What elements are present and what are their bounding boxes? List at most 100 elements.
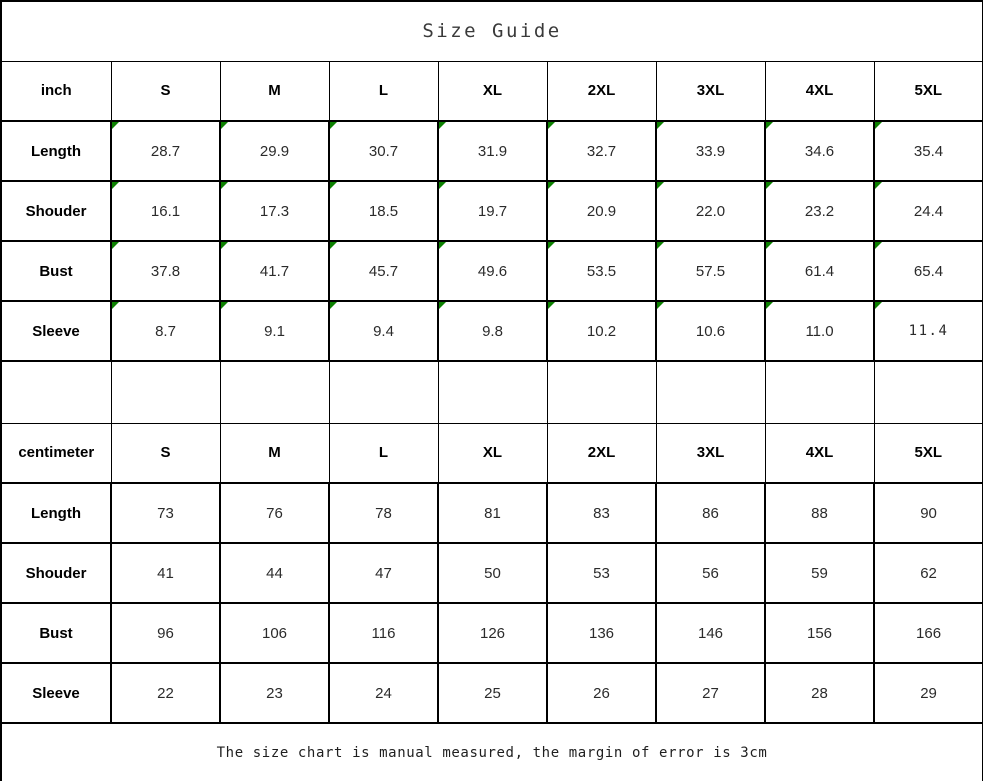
cell-centimeter-sleeve-m: 23 [219, 662, 330, 724]
footer-note-text: The size chart is manual measured, the m… [216, 745, 768, 761]
spacer-row [0, 360, 983, 424]
cell-inch-length-xl: 31.9 [437, 120, 548, 182]
column-header-S: S [110, 422, 221, 484]
cell-centimeter-sleeve-5xl: 29 [872, 662, 983, 724]
cell-inch-length-l: 30.7 [328, 120, 439, 182]
cell-inch-sleeve-4xl: 11.0 [764, 300, 875, 362]
cell-inch-sleeve-3xl: 10.6 [655, 300, 766, 362]
column-header-M: M [219, 60, 330, 122]
page-title-text: Size Guide [422, 20, 562, 43]
cell-inch-shouder-5xl: 24.4 [872, 180, 983, 242]
measurement-label-length: Length [0, 482, 112, 544]
cell-centimeter-shouder-m: 44 [219, 542, 330, 604]
spacer-cell [328, 360, 439, 424]
column-header-5XL: 5XL [873, 60, 983, 122]
unit-header-row-centimeter: centimeter S M L XL 2XL 3XL 4XL 5XL [0, 422, 983, 484]
cell-centimeter-sleeve-2xl: 26 [546, 662, 657, 724]
cell-inch-bust-xl: 49.6 [437, 240, 548, 302]
cell-centimeter-bust-l: 116 [328, 602, 439, 664]
cell-centimeter-bust-4xl: 156 [764, 602, 875, 664]
cell-centimeter-length-3xl: 86 [655, 482, 766, 544]
cell-inch-shouder-l: 18.5 [328, 180, 439, 242]
cell-centimeter-bust-2xl: 136 [546, 602, 657, 664]
cell-centimeter-shouder-3xl: 56 [655, 542, 766, 604]
spacer-cell [655, 360, 766, 424]
spacer-cell [219, 360, 330, 424]
measurement-label-shouder: Shouder [0, 542, 112, 604]
table-row: Shouder 16.1 17.3 18.5 19.7 20.9 22.0 23.2 24.4 [0, 180, 983, 242]
table-row: Shouder 41 44 47 50 53 56 59 62 [0, 542, 983, 604]
cell-inch-length-2xl: 32.7 [546, 120, 657, 182]
spacer-cell [110, 360, 221, 424]
column-header-XL: XL [437, 422, 548, 484]
measurement-label-bust: Bust [0, 602, 112, 664]
cell-centimeter-bust-xl: 126 [437, 602, 548, 664]
cell-centimeter-length-4xl: 88 [764, 482, 875, 544]
cell-inch-sleeve-xl: 9.8 [437, 300, 548, 362]
column-header-5XL: 5XL [873, 422, 983, 484]
table-row: Sleeve 8.7 9.1 9.4 9.8 10.2 10.6 11.0 11.4 [0, 300, 983, 362]
column-header-S: S [110, 60, 221, 122]
cell-inch-bust-s: 37.8 [110, 240, 221, 302]
column-header-2XL: 2XL [546, 60, 657, 122]
cell-centimeter-sleeve-xl: 25 [437, 662, 548, 724]
cell-inch-bust-5xl: 65.4 [872, 240, 983, 302]
cell-centimeter-shouder-xl: 50 [437, 542, 548, 604]
cell-centimeter-sleeve-s: 22 [110, 662, 221, 724]
cell-centimeter-sleeve-4xl: 28 [764, 662, 875, 724]
column-header-M: M [219, 422, 330, 484]
cell-centimeter-bust-3xl: 146 [655, 602, 766, 664]
footer-note-row: The size chart is manual measured, the m… [0, 722, 983, 781]
cell-inch-sleeve-m: 9.1 [219, 300, 330, 362]
cell-inch-bust-2xl: 53.5 [546, 240, 657, 302]
cell-inch-length-3xl: 33.9 [655, 120, 766, 182]
spacer-cell [437, 360, 548, 424]
column-header-3XL: 3XL [655, 60, 766, 122]
cell-inch-shouder-xl: 19.7 [437, 180, 548, 242]
column-header-3XL: 3XL [655, 422, 766, 484]
spacer-cell [546, 360, 657, 424]
unit-label-inch: inch [0, 60, 112, 122]
cell-inch-length-s: 28.7 [110, 120, 221, 182]
table-row: Length 28.7 29.9 30.7 31.9 32.7 33.9 34.6 35.4 [0, 120, 983, 182]
cell-centimeter-sleeve-l: 24 [328, 662, 439, 724]
cell-inch-bust-m: 41.7 [219, 240, 330, 302]
footer-note: The size chart is manual measured, the m… [0, 722, 983, 781]
cell-inch-sleeve-2xl: 10.2 [546, 300, 657, 362]
cell-centimeter-length-5xl: 90 [872, 482, 983, 544]
spacer-cell [0, 360, 112, 424]
cell-centimeter-shouder-s: 41 [110, 542, 221, 604]
cell-centimeter-bust-s: 96 [110, 602, 221, 664]
page-title: Size Guide [0, 0, 983, 62]
column-header-L: L [328, 422, 439, 484]
table-row: Length 73 76 78 81 83 86 88 90 [0, 482, 983, 544]
spacer-cell [873, 360, 983, 424]
cell-inch-length-5xl: 35.4 [872, 120, 983, 182]
cell-inch-shouder-2xl: 20.9 [546, 180, 657, 242]
cell-centimeter-shouder-l: 47 [328, 542, 439, 604]
column-header-XL: XL [437, 60, 548, 122]
cell-inch-bust-3xl: 57.5 [655, 240, 766, 302]
cell-inch-length-4xl: 34.6 [764, 120, 875, 182]
cell-centimeter-bust-m: 106 [219, 602, 330, 664]
cell-centimeter-length-xl: 81 [437, 482, 548, 544]
cell-inch-shouder-s: 16.1 [110, 180, 221, 242]
cell-inch-sleeve-l: 9.4 [328, 300, 439, 362]
cell-inch-shouder-3xl: 22.0 [655, 180, 766, 242]
column-header-4XL: 4XL [764, 422, 875, 484]
cell-inch-bust-l: 45.7 [328, 240, 439, 302]
cell-centimeter-sleeve-3xl: 27 [655, 662, 766, 724]
cell-inch-bust-4xl: 61.4 [764, 240, 875, 302]
cell-centimeter-length-m: 76 [219, 482, 330, 544]
table-row: Bust 96 106 116 126 136 146 156 166 [0, 602, 983, 664]
cell-centimeter-shouder-5xl: 62 [872, 542, 983, 604]
cell-centimeter-length-2xl: 83 [546, 482, 657, 544]
measurement-label-sleeve: Sleeve [0, 300, 112, 362]
cell-centimeter-shouder-2xl: 53 [546, 542, 657, 604]
cell-inch-shouder-m: 17.3 [219, 180, 330, 242]
measurement-label-length: Length [0, 120, 112, 182]
cell-inch-sleeve-s: 8.7 [110, 300, 221, 362]
cell-centimeter-shouder-4xl: 59 [764, 542, 875, 604]
cell-inch-shouder-4xl: 23.2 [764, 180, 875, 242]
column-header-L: L [328, 60, 439, 122]
